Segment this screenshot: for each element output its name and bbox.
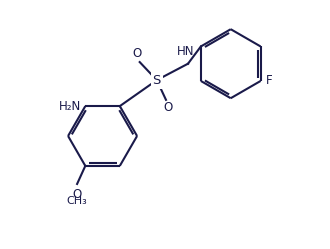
Text: O: O: [132, 47, 142, 61]
Text: O: O: [163, 102, 172, 115]
Text: F: F: [266, 74, 272, 87]
Text: CH₃: CH₃: [67, 196, 87, 206]
Text: H₂N: H₂N: [59, 100, 82, 113]
Text: S: S: [152, 74, 161, 87]
Text: O: O: [73, 188, 82, 201]
Text: HN: HN: [177, 45, 194, 58]
